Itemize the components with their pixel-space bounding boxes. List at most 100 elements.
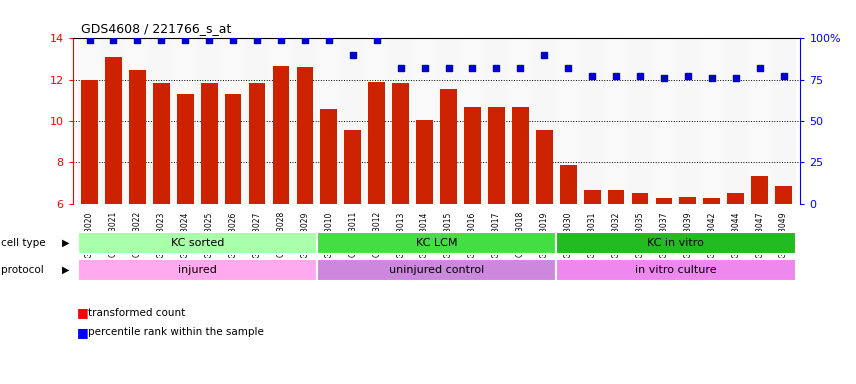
Bar [508,38,532,204]
Bar [105,57,122,204]
Bar [440,89,457,204]
Point [394,65,407,71]
Point [490,65,503,71]
Bar [752,175,768,204]
Point [274,37,288,43]
Bar [78,232,317,254]
Bar [153,83,169,204]
Bar [78,258,317,281]
Point [562,65,575,71]
Point [776,73,790,79]
Bar [747,38,771,204]
Bar [269,38,293,204]
Point [346,52,360,58]
Bar [365,38,389,204]
Bar [341,38,365,204]
Bar [201,83,217,204]
Bar [776,186,792,204]
Point [418,65,431,71]
Point [154,37,168,43]
Bar [173,38,197,204]
Text: cell type: cell type [1,238,45,248]
Text: KC in vitro: KC in vitro [647,238,704,248]
Point [298,37,312,43]
Bar [344,130,361,204]
Bar [584,190,601,204]
Bar [126,38,149,204]
Bar [81,79,98,204]
Text: in vitro culture: in vitro culture [635,265,716,275]
Bar [317,38,341,204]
Bar [632,193,648,204]
Bar [129,70,146,204]
Bar [704,199,720,204]
Text: transformed count: transformed count [88,308,186,318]
Bar [656,199,672,204]
Bar [608,190,624,204]
Text: ▶: ▶ [62,238,69,248]
Point [83,37,97,43]
Bar [680,197,696,204]
Bar [225,94,241,204]
Bar [560,166,577,204]
Point [681,73,695,79]
Bar [317,258,556,281]
Point [609,73,623,79]
Bar [293,38,317,204]
Bar [320,109,337,204]
Bar [149,38,173,204]
Bar [392,83,409,204]
Text: ■: ■ [77,306,89,319]
Bar [628,38,652,204]
Point [130,37,144,43]
Text: percentile rank within the sample: percentile rank within the sample [88,327,264,337]
Point [107,37,121,43]
Bar [580,38,604,204]
Bar [532,38,556,204]
Point [442,65,455,71]
Point [657,75,671,81]
Bar [177,94,193,204]
Bar [512,106,529,204]
Bar [317,232,556,254]
Text: ▶: ▶ [62,265,69,275]
Point [250,37,264,43]
Text: protocol: protocol [1,265,44,275]
Point [202,37,216,43]
Point [322,37,336,43]
Bar [604,38,628,204]
Bar [78,38,102,204]
Bar [272,66,289,204]
Bar [536,130,553,204]
Bar [771,38,795,204]
Text: KC sorted: KC sorted [170,238,224,248]
Bar [437,38,461,204]
Point [705,75,719,81]
Bar [102,38,126,204]
Bar [245,38,269,204]
Bar [461,38,484,204]
Text: uninjured control: uninjured control [389,265,484,275]
Bar [488,106,505,204]
Bar [416,120,433,204]
Text: GDS4608 / 221766_s_at: GDS4608 / 221766_s_at [81,22,232,35]
Bar [221,38,245,204]
Text: injured: injured [178,265,217,275]
Bar [556,38,580,204]
Bar [197,38,221,204]
Bar [556,232,795,254]
Bar [676,38,700,204]
Point [729,75,743,81]
Point [370,37,383,43]
Bar [368,82,385,204]
Bar [728,193,744,204]
Bar [700,38,724,204]
Point [538,52,551,58]
Bar [249,83,265,204]
Point [226,37,240,43]
Text: KC LCM: KC LCM [416,238,457,248]
Bar [484,38,508,204]
Bar [724,38,747,204]
Bar [464,106,481,204]
Bar [413,38,437,204]
